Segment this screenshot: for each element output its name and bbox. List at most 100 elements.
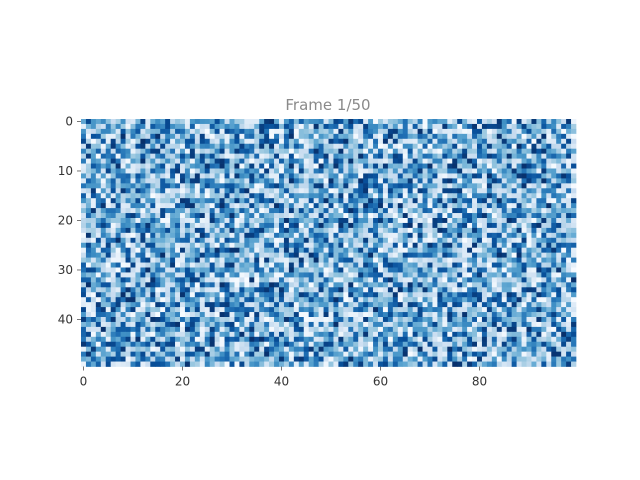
heatmap-cell (125, 312, 131, 318)
heatmap-cell (382, 257, 389, 263)
heatmap-cell (313, 203, 319, 209)
heatmap-cell (477, 302, 483, 308)
heatmap-cell (338, 267, 344, 273)
heatmap-cell (556, 312, 562, 318)
heatmap-cell (491, 267, 498, 273)
heatmap-cell (110, 321, 116, 328)
heatmap-cell (110, 218, 116, 224)
heatmap-cell (442, 138, 448, 145)
heatmap-cell (358, 307, 364, 313)
heatmap-cell (150, 272, 156, 278)
heatmap-cell (224, 317, 230, 323)
heatmap-cell (150, 163, 156, 169)
heatmap-cell (368, 351, 374, 357)
heatmap-cell (204, 218, 211, 224)
heatmap-cell (521, 178, 527, 184)
heatmap-cell (343, 208, 349, 214)
heatmap-cell (358, 213, 364, 219)
heatmap-cell (234, 292, 240, 298)
heatmap-cell (491, 346, 498, 352)
heatmap-cell (283, 272, 290, 278)
heatmap-cell (239, 158, 245, 164)
heatmap-cell (467, 282, 473, 288)
heatmap-cell (288, 148, 295, 154)
heatmap-cell (348, 312, 354, 318)
heatmap-cell (303, 183, 310, 189)
heatmap-cell (85, 153, 92, 159)
heatmap-cell (239, 178, 245, 184)
heatmap-cell (279, 183, 285, 189)
heatmap-cell (100, 297, 107, 303)
heatmap-cell (269, 198, 275, 204)
heatmap-cell (358, 321, 364, 328)
heatmap-cell (496, 128, 503, 135)
heatmap-cell (145, 198, 151, 204)
heatmap-cell (511, 203, 517, 209)
heatmap-cell (491, 262, 498, 268)
heatmap-cell (170, 198, 176, 204)
heatmap-cell (229, 282, 235, 288)
heatmap-cell (353, 247, 359, 253)
heatmap-cell (363, 163, 369, 169)
heatmap-cell (462, 163, 468, 169)
heatmap-cell (145, 321, 151, 328)
heatmap-cell (170, 213, 176, 219)
heatmap-cell (140, 143, 146, 150)
heatmap-cell (160, 277, 166, 283)
heatmap-cell (105, 158, 112, 164)
heatmap-cell (378, 331, 384, 338)
heatmap-cell (130, 143, 136, 150)
heatmap-cell (378, 133, 384, 140)
heatmap-cell (115, 252, 121, 258)
heatmap-cell (244, 213, 250, 219)
heatmap-cell (323, 208, 329, 214)
heatmap-cell (338, 133, 344, 140)
heatmap-cell (541, 312, 547, 318)
heatmap-cell (496, 282, 503, 288)
heatmap-cell (472, 287, 478, 293)
heatmap-cell (387, 307, 394, 313)
heatmap-cell (486, 252, 493, 258)
heatmap-cell (199, 178, 206, 184)
heatmap-cell (387, 317, 394, 323)
heatmap-cell (432, 312, 438, 318)
heatmap-cell (392, 138, 399, 145)
heatmap-cell (392, 213, 399, 219)
heatmap-cell (566, 213, 572, 219)
heatmap-cell (501, 213, 508, 219)
heatmap-cell (219, 138, 225, 145)
heatmap-cell (165, 143, 171, 150)
heatmap-cell (318, 128, 324, 135)
heatmap-cell (264, 292, 270, 298)
heatmap-cell (467, 208, 473, 214)
heatmap-cell (239, 292, 245, 298)
heatmap-cell (521, 188, 527, 194)
heatmap-cell (283, 158, 290, 164)
heatmap-cell (140, 282, 146, 288)
heatmap-cell (293, 153, 300, 159)
heatmap-cell (541, 292, 547, 298)
heatmap-cell (135, 257, 141, 263)
heatmap-cell (387, 153, 394, 159)
heatmap-cell (224, 183, 230, 189)
heatmap-cell (378, 188, 384, 194)
heatmap-cell (293, 247, 300, 253)
heatmap-cell (481, 321, 488, 328)
heatmap-cell (447, 351, 453, 357)
heatmap-cell (333, 267, 339, 273)
heatmap-cell (546, 119, 552, 125)
heatmap-cell (472, 168, 478, 174)
heatmap-cell (239, 351, 245, 357)
heatmap-cell (481, 148, 488, 154)
heatmap-cell (283, 138, 290, 145)
heatmap-cell (274, 153, 280, 159)
heatmap-cell (85, 163, 92, 169)
heatmap-cell (81, 282, 87, 288)
heatmap-cell (145, 193, 151, 199)
heatmap-cell (477, 361, 483, 367)
heatmap-cell (145, 227, 151, 234)
heatmap-cell (323, 178, 329, 184)
heatmap-cell (457, 321, 463, 328)
heatmap-cell (204, 297, 211, 303)
heatmap-cell (298, 267, 305, 273)
